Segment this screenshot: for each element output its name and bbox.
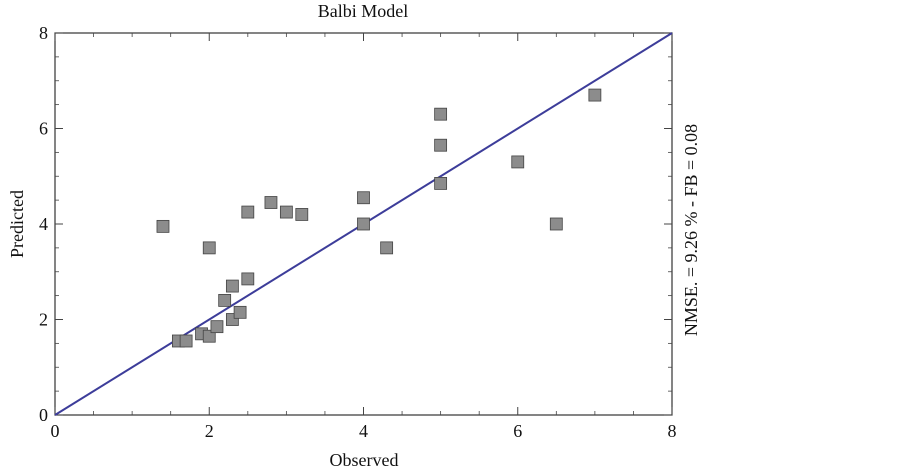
data-point xyxy=(202,329,216,343)
data-point xyxy=(357,217,370,231)
data-point xyxy=(264,196,278,209)
chart-title: Balbi Model xyxy=(318,1,409,21)
point-group xyxy=(156,88,602,348)
data-point xyxy=(225,279,239,293)
metrics-annotation: NMSE. = 9.26 % - FB = 0.08 xyxy=(681,124,701,336)
data-point xyxy=(434,177,448,190)
x-tick-label: 0 xyxy=(51,421,60,441)
data-point xyxy=(588,88,602,102)
data-point xyxy=(241,272,255,286)
x-axis-label: Observed xyxy=(330,450,399,470)
data-point xyxy=(156,219,170,233)
data-point xyxy=(549,217,563,231)
data-point xyxy=(511,155,525,169)
data-point xyxy=(357,191,370,205)
x-tick-label: 4 xyxy=(359,421,368,441)
y-tick-label: 8 xyxy=(39,23,48,43)
data-point xyxy=(233,305,247,319)
x-tick-label: 8 xyxy=(668,421,677,441)
y-tick-label: 2 xyxy=(39,310,48,330)
data-point xyxy=(202,241,216,255)
data-point xyxy=(279,205,293,219)
tick-label-group: 0 2 4 6 8 0 2 4 6 8 xyxy=(39,23,677,441)
y-tick-label: 0 xyxy=(39,405,48,425)
tick-group xyxy=(54,32,673,416)
data-point xyxy=(210,320,224,334)
data-point xyxy=(241,205,255,219)
y-tick-label: 6 xyxy=(39,119,48,139)
y-tick-label: 4 xyxy=(39,214,48,234)
data-point xyxy=(434,107,448,121)
y-axis-label: Predicted xyxy=(7,190,27,258)
x-tick-label: 2 xyxy=(205,421,214,441)
data-point xyxy=(380,241,394,255)
data-point xyxy=(179,334,193,348)
x-tick-label: 6 xyxy=(513,421,522,441)
data-point xyxy=(434,138,448,152)
data-point xyxy=(295,208,309,221)
data-point xyxy=(218,293,232,307)
